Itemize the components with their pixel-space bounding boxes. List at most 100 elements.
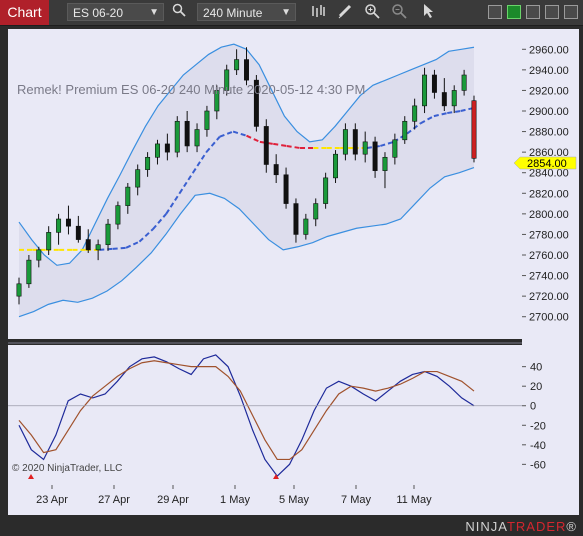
- price-tick-label: 2880.00: [529, 127, 569, 139]
- draw-pencil-icon[interactable]: [336, 3, 354, 21]
- date-axis-panel: [8, 485, 522, 515]
- candle-body: [402, 120, 408, 141]
- candle-body: [164, 143, 170, 153]
- candle-body: [204, 110, 210, 130]
- candle-body: [46, 232, 52, 251]
- price-tick-label: 2940.00: [529, 65, 569, 77]
- price-tick-label: 2740.00: [529, 271, 569, 283]
- last-price-value: 2854.00: [527, 158, 567, 170]
- candle-body: [234, 59, 240, 71]
- candle: [105, 219, 111, 251]
- interval-selector[interactable]: 240 Minute ▼: [197, 3, 296, 21]
- candle-body: [16, 283, 22, 297]
- candle: [174, 116, 180, 158]
- midline-segment: [447, 110, 461, 115]
- candle-body: [303, 218, 309, 235]
- search-icon[interactable]: [170, 3, 188, 21]
- date-tick-label: 7 May: [341, 494, 371, 506]
- midline-segment: [125, 240, 140, 249]
- chevron-down-icon: ▼: [149, 7, 159, 18]
- price-tick-label: 2800.00: [529, 209, 569, 221]
- interval-value: 240 Minute: [203, 6, 263, 20]
- candle-body: [253, 79, 259, 127]
- candle-body: [36, 249, 42, 261]
- candle-body: [441, 92, 447, 107]
- date-tick-label: 1 May: [220, 494, 250, 506]
- candle-body: [362, 141, 368, 155]
- candle-body: [471, 100, 477, 159]
- instrument-selector[interactable]: ES 06-20 ▼: [67, 3, 164, 21]
- candle-body: [431, 74, 437, 93]
- candle-body: [461, 74, 467, 91]
- candle: [323, 172, 329, 209]
- candle-body: [263, 126, 269, 165]
- zoom-in-icon[interactable]: [363, 3, 381, 21]
- candle: [431, 69, 437, 99]
- candle: [253, 75, 259, 132]
- price-tick-label: 2920.00: [529, 85, 569, 97]
- last-price-tag: 2854.00: [513, 156, 577, 170]
- chart-tab[interactable]: Chart: [0, 0, 49, 25]
- candle: [362, 131, 368, 163]
- osc-tick-label: 40: [530, 362, 542, 374]
- candle-body: [125, 186, 131, 206]
- restore-icon[interactable]: [488, 5, 502, 19]
- candle: [382, 152, 388, 189]
- midline-segment: [273, 142, 287, 147]
- candle-body: [85, 239, 91, 251]
- midline-segment: [286, 144, 301, 150]
- zoom-out-icon[interactable]: [390, 3, 408, 21]
- candle: [283, 167, 289, 209]
- candle: [204, 105, 210, 137]
- candle: [164, 133, 170, 161]
- candle: [26, 255, 32, 288]
- midline-segment: [406, 122, 422, 135]
- maximize-icon[interactable]: [545, 5, 559, 19]
- candle: [194, 123, 200, 153]
- candle-body: [422, 74, 428, 107]
- signal-arrow-icon: [273, 474, 279, 479]
- price-tick-label: 2960.00: [529, 44, 569, 56]
- candle: [234, 49, 240, 75]
- instrument-value: ES 06-20: [73, 6, 124, 20]
- candle-body: [293, 203, 299, 235]
- close-icon[interactable]: [564, 5, 578, 19]
- date-tick-label: 29 Apr: [157, 494, 189, 506]
- candle-body: [56, 218, 62, 233]
- candle: [392, 133, 398, 165]
- candle-body: [155, 143, 160, 158]
- candle: [85, 229, 91, 253]
- midline-segment: [219, 130, 234, 138]
- candle-body: [392, 139, 398, 158]
- minimize-icon[interactable]: [526, 5, 540, 19]
- candle-body: [244, 59, 249, 81]
- candle: [56, 213, 62, 245]
- candle: [461, 69, 467, 96]
- midline-segment: [178, 172, 194, 194]
- midline-segment: [366, 144, 381, 150]
- chart-area[interactable]: 2960.00 2940.00 2920.00 2900.00 2880.00 2860.…: [4, 27, 579, 517]
- bar-style-icon[interactable]: [309, 3, 327, 21]
- midline-segment: [246, 134, 261, 143]
- date-tick-label: 27 Apr: [98, 494, 130, 506]
- osc-fast-line: [18, 354, 475, 477]
- maximize-green-icon[interactable]: [507, 5, 521, 19]
- chart-svg[interactable]: 2960.00 2940.00 2920.00 2900.00 2880.00 2860.…: [4, 27, 579, 517]
- candle-body: [323, 177, 329, 204]
- candle-body: [412, 105, 418, 122]
- candle-body: [194, 129, 200, 147]
- midline-segment: [433, 112, 448, 118]
- price-tick-label: 2840.00: [529, 168, 569, 180]
- copyright-text: © 2020 NinjaTrader, LLC: [12, 463, 122, 474]
- midline-segment: [152, 213, 167, 230]
- candle: [184, 111, 190, 153]
- midline-segment: [419, 115, 435, 125]
- pointer-icon[interactable]: [419, 3, 437, 21]
- midline-segment: [99, 247, 113, 251]
- price-tick-label: 2820.00: [529, 188, 569, 200]
- candle-body: [214, 90, 220, 112]
- candle-body: [95, 244, 101, 251]
- price-tick-label: 2760.00: [529, 250, 569, 262]
- candle-body: [75, 225, 81, 240]
- oscillator-panel: [8, 345, 522, 485]
